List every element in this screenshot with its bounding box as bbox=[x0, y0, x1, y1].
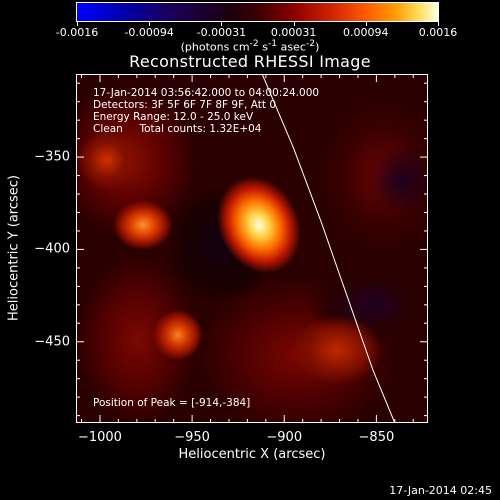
peak-position-text: Position of Peak = [-914,-384] bbox=[93, 397, 251, 409]
y-tick-label: −350 bbox=[34, 149, 70, 165]
colorbar-tick-mark bbox=[438, 22, 439, 26]
y-axis-label: Heliocentric Y (arcsec) bbox=[6, 175, 22, 321]
y-tick-label: −400 bbox=[34, 241, 70, 257]
colorbar-tick-label: 0.00094 bbox=[343, 26, 389, 39]
colorbar-tick-mark bbox=[365, 22, 367, 26]
colorbar-tick-label: -0.00031 bbox=[196, 26, 247, 39]
energy-range-text: Energy Range: 12.0 - 25.0 keV bbox=[93, 111, 254, 123]
colorbar-tick-mark bbox=[77, 22, 78, 26]
colorbar bbox=[76, 2, 439, 22]
solar-limb-curve bbox=[261, 73, 396, 424]
colorbar-tick-mark bbox=[221, 22, 223, 26]
x-axis-label: Heliocentric X (arcsec) bbox=[178, 447, 326, 462]
clean-counts-text: Clean Total counts: 1.32E+04 bbox=[93, 123, 262, 135]
colorbar-tick-label: -0.0016 bbox=[55, 26, 99, 39]
colorbar-units: (photons cm-2 s-1 asec-2) bbox=[180, 38, 320, 54]
heatmap-image bbox=[76, 74, 428, 423]
x-tick-label: −850 bbox=[358, 430, 395, 445]
source-bottom bbox=[153, 310, 203, 360]
detectors-text: Detectors: 3F 5F 6F 7F 8F 9F, Att 0 bbox=[93, 99, 277, 111]
time-range-text: 17-Jan-2014 03:56:42.000 to 04:00:24.000 bbox=[93, 87, 320, 99]
colorbar-tick-mark bbox=[149, 22, 151, 26]
x-tick-label: −900 bbox=[266, 430, 303, 445]
colorbar-tick-label: 0.0016 bbox=[418, 26, 458, 39]
colorbar-tick-label: 0.00031 bbox=[270, 26, 317, 39]
y-tick-label: −450 bbox=[34, 334, 70, 350]
chart-title: Reconstructed RHESSI Image bbox=[129, 52, 371, 71]
colorbar-tick-label: -0.00094 bbox=[124, 26, 174, 39]
colorbar-tick-mark bbox=[293, 22, 295, 26]
x-tick-label: −1000 bbox=[77, 430, 122, 445]
x-tick-label: −950 bbox=[174, 430, 210, 445]
source-left bbox=[113, 200, 173, 250]
timestamp: 17-Jan-2014 02:45 bbox=[389, 484, 492, 497]
